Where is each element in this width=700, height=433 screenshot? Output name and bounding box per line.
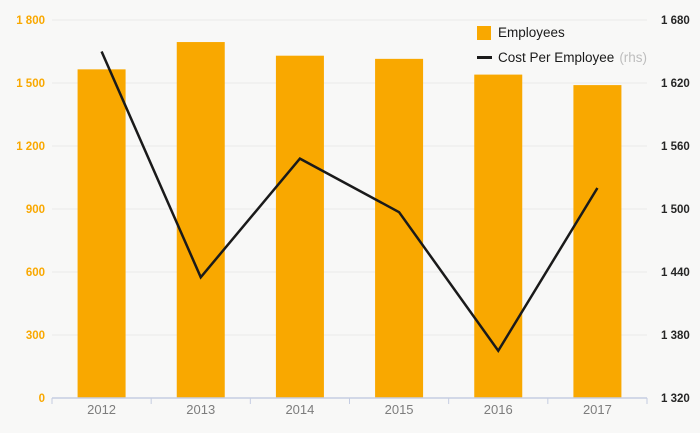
bar-2013[interactable] — [176, 42, 225, 399]
right-axis-tick-label: 1 380 — [661, 330, 690, 342]
left-axis-tick-label: 300 — [26, 330, 45, 342]
bar-2014[interactable] — [275, 55, 324, 398]
cost-per-employee-line[interactable] — [100, 50, 599, 354]
x-axis-category-label: 2013 — [186, 402, 215, 417]
left-axis-tick-label: 1 200 — [16, 141, 45, 153]
bar-2017[interactable] — [573, 85, 622, 398]
right-axis-tick-label: 1 440 — [661, 267, 690, 279]
bar-2016[interactable] — [474, 74, 523, 398]
left-axis-tick-label: 600 — [26, 267, 45, 279]
legend-label-cost-per-employee: Cost Per Employee — [498, 50, 615, 65]
left-axis-tick-label: 1 500 — [16, 78, 45, 90]
legend-item-employees[interactable]: Employees — [477, 20, 647, 45]
right-axis-tick-label: 1 500 — [661, 204, 690, 216]
right-axis-tick-label: 1 560 — [661, 141, 690, 153]
x-axis-category-label: 2017 — [583, 402, 612, 417]
bar-2015[interactable] — [375, 58, 424, 398]
right-axis-tick-label: 1 320 — [661, 393, 690, 405]
legend: Employees Cost Per Employee (rhs) — [477, 20, 647, 70]
cost-per-employee-line-swatch-icon — [477, 56, 492, 59]
legend-label-employees: Employees — [498, 25, 565, 40]
right-axis-tick-label: 1 620 — [661, 78, 690, 90]
x-axis-category-label: 2016 — [484, 402, 513, 417]
left-axis-tick-label: 900 — [26, 204, 45, 216]
employees-swatch-icon — [477, 25, 491, 40]
right-axis-tick-label: 1 680 — [661, 15, 690, 27]
x-axis-category-label: 2012 — [87, 402, 116, 417]
legend-item-cost-per-employee[interactable]: Cost Per Employee (rhs) — [477, 45, 647, 70]
bar-2012[interactable] — [77, 69, 126, 398]
legend-rhs-suffix: (rhs) — [619, 50, 648, 65]
left-axis-tick-label: 0 — [39, 393, 45, 405]
x-axis-category-label: 2014 — [285, 402, 314, 417]
x-axis-category-label: 2015 — [385, 402, 414, 417]
left-axis-tick-label: 1 800 — [16, 15, 45, 27]
